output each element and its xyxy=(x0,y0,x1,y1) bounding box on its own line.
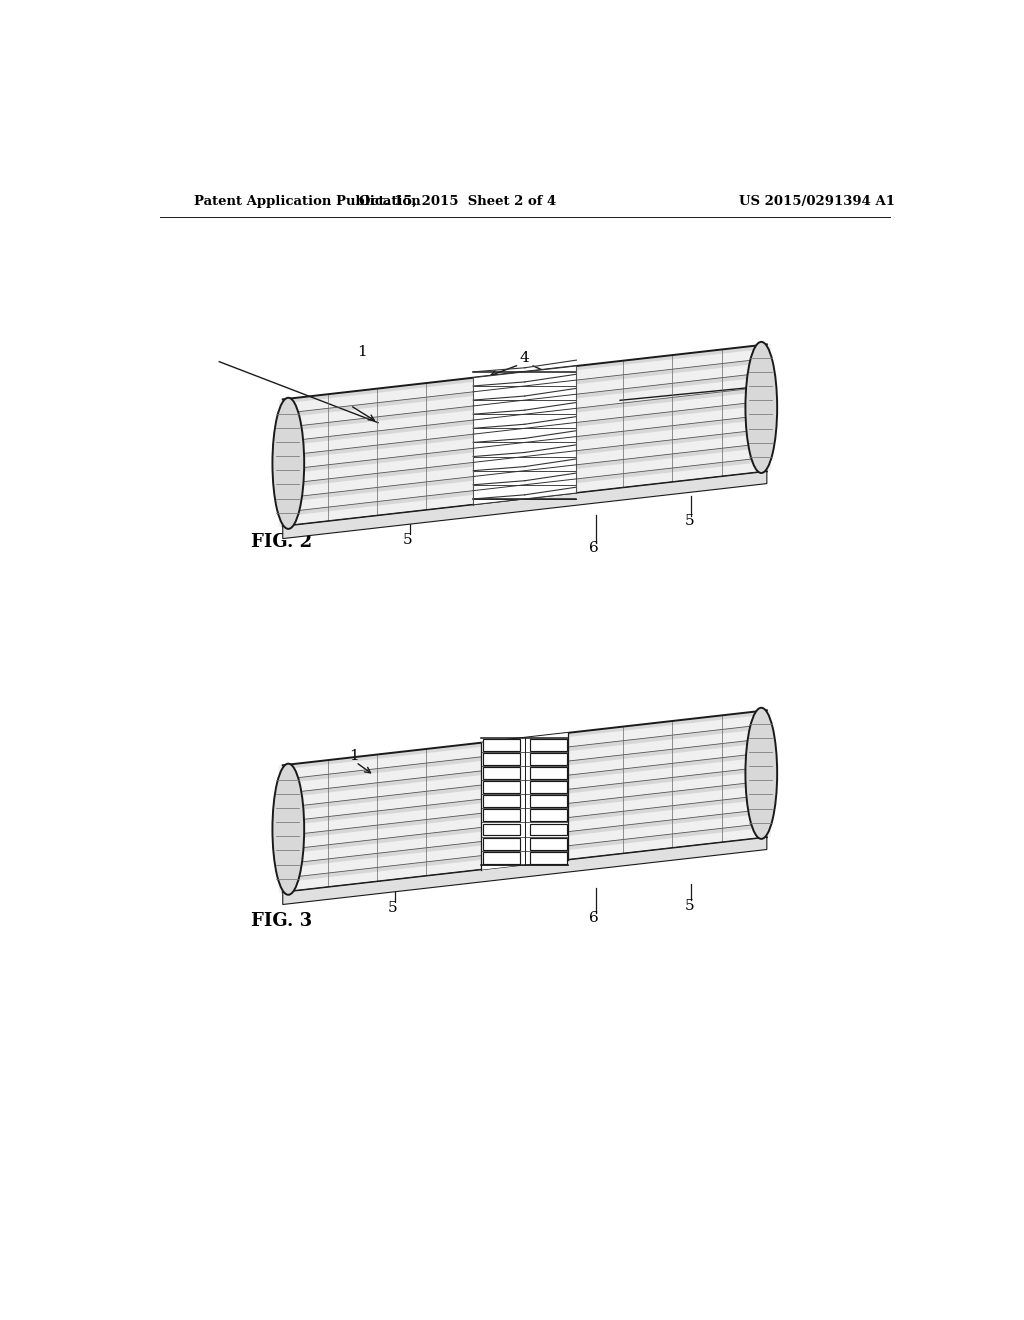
Polygon shape xyxy=(482,809,520,821)
Ellipse shape xyxy=(745,708,777,840)
Polygon shape xyxy=(529,781,567,793)
Ellipse shape xyxy=(272,764,304,895)
Polygon shape xyxy=(529,752,567,764)
Polygon shape xyxy=(283,781,767,840)
Polygon shape xyxy=(529,824,567,836)
Polygon shape xyxy=(482,739,520,751)
Polygon shape xyxy=(529,767,567,779)
Text: FIG. 2: FIG. 2 xyxy=(251,533,312,550)
Polygon shape xyxy=(482,796,520,808)
Polygon shape xyxy=(283,429,767,488)
Polygon shape xyxy=(529,796,567,808)
Polygon shape xyxy=(529,739,567,751)
Text: 8: 8 xyxy=(495,750,504,763)
Polygon shape xyxy=(283,387,767,446)
Polygon shape xyxy=(283,752,767,812)
Polygon shape xyxy=(283,824,767,882)
Polygon shape xyxy=(482,824,520,836)
Text: 6: 6 xyxy=(589,911,599,925)
Polygon shape xyxy=(482,752,520,764)
Polygon shape xyxy=(283,837,767,904)
Text: 4: 4 xyxy=(520,351,529,364)
Polygon shape xyxy=(283,710,767,770)
Polygon shape xyxy=(283,444,767,503)
Ellipse shape xyxy=(272,397,304,529)
Polygon shape xyxy=(482,767,520,779)
Polygon shape xyxy=(283,738,767,797)
Polygon shape xyxy=(283,401,767,461)
Polygon shape xyxy=(283,471,767,539)
Polygon shape xyxy=(481,733,568,870)
Polygon shape xyxy=(283,457,767,516)
Text: 6: 6 xyxy=(589,541,599,554)
Ellipse shape xyxy=(745,342,777,473)
Polygon shape xyxy=(279,710,771,892)
Polygon shape xyxy=(283,345,767,404)
Text: Oct. 15, 2015  Sheet 2 of 4: Oct. 15, 2015 Sheet 2 of 4 xyxy=(358,194,556,207)
Text: 5: 5 xyxy=(684,515,694,528)
Polygon shape xyxy=(283,795,767,854)
Text: FIG. 3: FIG. 3 xyxy=(251,912,312,929)
Polygon shape xyxy=(529,838,567,850)
Text: Patent Application Publication: Patent Application Publication xyxy=(194,194,421,207)
Polygon shape xyxy=(529,809,567,821)
Polygon shape xyxy=(283,725,767,784)
Polygon shape xyxy=(283,414,767,474)
Polygon shape xyxy=(473,366,577,504)
Polygon shape xyxy=(279,345,771,527)
Polygon shape xyxy=(283,809,767,869)
Text: 1: 1 xyxy=(349,750,359,763)
Polygon shape xyxy=(529,851,567,863)
Polygon shape xyxy=(482,851,520,863)
Text: 1: 1 xyxy=(357,345,367,359)
Text: 5: 5 xyxy=(684,899,694,912)
Polygon shape xyxy=(283,359,767,417)
Polygon shape xyxy=(283,372,767,432)
Text: US 2015/0291394 A1: US 2015/0291394 A1 xyxy=(739,194,895,207)
Polygon shape xyxy=(283,767,767,826)
Polygon shape xyxy=(482,838,520,850)
Text: 5: 5 xyxy=(388,900,398,915)
Polygon shape xyxy=(482,781,520,793)
Text: 5: 5 xyxy=(402,532,412,546)
Text: 3: 3 xyxy=(761,374,770,387)
